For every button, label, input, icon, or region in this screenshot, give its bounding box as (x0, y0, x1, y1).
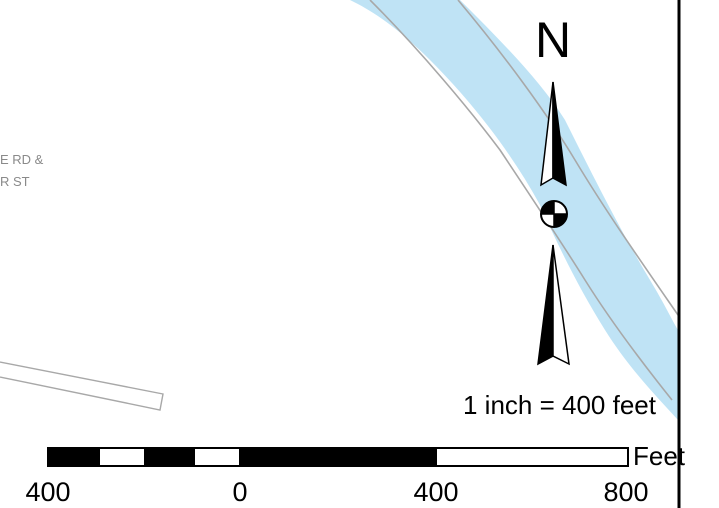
scale-tick-label: 400 (25, 477, 70, 507)
scale-ratio-text: 1 inch = 400 feet (463, 390, 657, 420)
scale-tick-label: 0 (232, 477, 247, 507)
river-area (350, 0, 678, 420)
scale-segment-3 (240, 448, 436, 466)
north-letter: N (535, 12, 571, 68)
road-label-line2: R ST (0, 174, 30, 189)
scale-units-label: Feet (633, 441, 686, 471)
road-segment (0, 361, 164, 411)
north-needle-upper-right (552, 81, 567, 187)
scale-tick-label: 400 (413, 477, 458, 507)
river-edge-line-west (369, 0, 673, 401)
scale-segment-1 (48, 448, 99, 466)
north-needle-lower-left (537, 244, 554, 366)
north-needle-lower-right (552, 244, 570, 366)
north-arrow: N (535, 12, 571, 366)
scale-tick-label: 800 (603, 477, 648, 507)
river-edge-line-east (457, 0, 679, 316)
north-arrow-center-quadrant-1 (541, 201, 554, 214)
scale-bar (47, 447, 629, 467)
north-arrow-center-quadrant-2 (554, 214, 567, 227)
road-label-line1: E RD & (0, 152, 44, 167)
scale-segment-2 (145, 448, 194, 466)
